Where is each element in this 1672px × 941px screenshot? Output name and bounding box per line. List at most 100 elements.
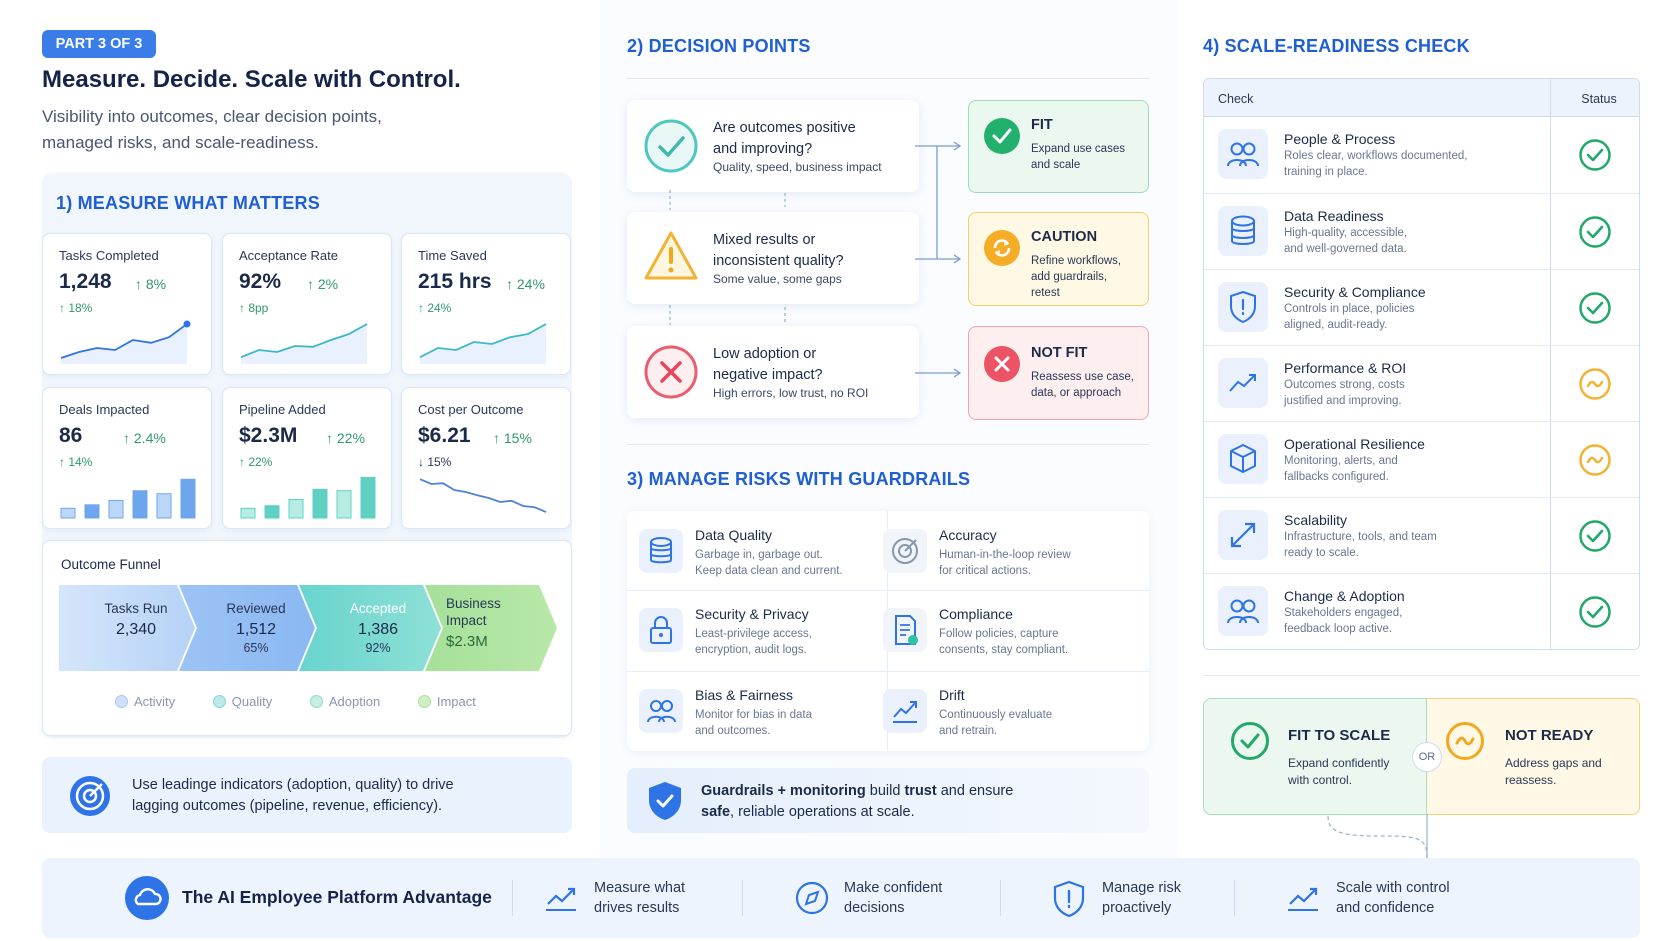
- spark-bar: [360, 477, 376, 519]
- funnel-stage-3-pct: 92%: [365, 641, 391, 655]
- trend-icon: [546, 887, 576, 911]
- risk-item: Compliance Follow policies, capture consen…: [871, 590, 1111, 664]
- readiness-section-title: 4) SCALE-READINESS CHECK: [1203, 36, 1470, 56]
- metric-value: 215 hrs: [418, 270, 492, 293]
- metric-change: ↑ 18%: [59, 301, 93, 315]
- spark-line: [419, 478, 547, 513]
- outcome-notfit-card: NOT FIT Reassess use case, data, or appro…: [968, 326, 1149, 420]
- metric-value: 92%: [239, 270, 282, 293]
- sparkline-chart: [60, 320, 191, 364]
- readiness-row: Security & Compliance Controls in place, …: [1204, 269, 1639, 345]
- spark-bar: [336, 490, 352, 519]
- spark-bar: [288, 499, 304, 519]
- spark-area: [61, 324, 187, 364]
- readiness-row-description: Infrastructure, tools, and team ready to …: [1284, 531, 1437, 559]
- metric-card: Cost per Outcome $6.21 ↑ 15% ↓ 15%: [401, 387, 571, 529]
- metric-label: Acceptance Rate: [239, 248, 339, 263]
- trend-icon: [1218, 358, 1268, 408]
- readiness-table-header: [1204, 79, 1639, 117]
- database-icon: [639, 529, 683, 573]
- metric-card: Deals Impacted 86 ↑ 2.4% ↑ 14%: [42, 387, 212, 529]
- spark-line: [419, 323, 547, 359]
- risk-item: Accuracy Human-in-the-loop review for crit…: [871, 511, 1111, 585]
- error-circle-icon: [644, 345, 698, 399]
- decision-connectors: [669, 141, 962, 378]
- trend-icon: [883, 689, 927, 733]
- spark-area: [420, 324, 546, 364]
- sparkline-chart: [240, 477, 376, 519]
- readiness-row: Data Readiness High-quality, accessible, a…: [1204, 193, 1639, 269]
- funnel-stage-accepted: [299, 585, 441, 671]
- metric-delta: ↑ 15%: [493, 430, 532, 446]
- spark-line: [60, 323, 188, 359]
- metric-label: Pipeline Added: [239, 402, 326, 417]
- funnel-stage-2-name: Reviewed: [226, 601, 286, 616]
- readiness-row-description: Controls in place, policies aligned, audi…: [1284, 303, 1415, 331]
- fit-connector: [1327, 814, 1428, 859]
- risks-section-title: 3) MANAGE RISKS WITH GUARDRAILS: [627, 469, 971, 489]
- funnel-stage-tasks-run: [59, 585, 195, 671]
- metric-value: 86: [59, 424, 83, 447]
- risk-item: Drift Continuously evaluate and retrain.: [871, 671, 1111, 745]
- page-subtitle: Visibility into outcomes, clear decision…: [42, 107, 382, 152]
- readiness-row-title: Data Readiness: [1284, 208, 1384, 224]
- metric-label: Cost per Outcome: [418, 402, 524, 417]
- spark-bar: [240, 507, 256, 519]
- shield-check-icon: [649, 782, 681, 820]
- metric-delta: ↑ 22%: [326, 430, 365, 446]
- funnel-stage-business-impact: [425, 585, 557, 671]
- sparkline-chart: [419, 478, 547, 513]
- footer-brand: The AI Employee Platform Advantage: [182, 887, 492, 907]
- risk-title: Bias & Fairness: [695, 687, 794, 703]
- metric-change: ↑ 8pp: [239, 301, 269, 315]
- readiness-row-title: Operational Resilience: [1284, 436, 1425, 452]
- or-badge: OR: [1412, 742, 1442, 772]
- sparkline-chart: [60, 478, 196, 519]
- outcome-funnel-card: Outcome Funnel Tasks Run 2,340 Reviewed …: [42, 540, 572, 736]
- trend-icon: [1288, 887, 1318, 911]
- readiness-row-title: Scalability: [1284, 512, 1348, 528]
- part-badge: PART 3 OF 3: [42, 30, 156, 58]
- metric-delta: ↑ 8%: [135, 276, 167, 292]
- database-icon: [1218, 206, 1268, 256]
- column-header-check: Check: [1218, 92, 1254, 106]
- metric-change: ↑ 24%: [418, 301, 452, 315]
- refresh-icon: [984, 230, 1020, 266]
- check-circle-icon: [1578, 138, 1612, 177]
- risk-title: Security & Privacy: [695, 606, 809, 622]
- metric-value: $2.3M: [239, 424, 298, 447]
- target-icon: [70, 776, 110, 816]
- spark-bar: [312, 488, 328, 519]
- spark-bar: [180, 478, 196, 519]
- readiness-row-description: Outcomes strong, costs justified and impr…: [1284, 379, 1405, 407]
- metric-value: 1,248: [59, 270, 112, 293]
- readiness-row: Performance & ROI Outcomes strong, costs j…: [1204, 345, 1639, 421]
- partial-status-icon: [1578, 367, 1612, 406]
- sparkline-chart: [240, 323, 368, 364]
- readiness-row-description: Roles clear, workflows documented, traini…: [1284, 150, 1468, 178]
- question-card-low: Low adoption or negative impact? High err…: [627, 326, 919, 418]
- question-card-positive: Are outcomes positive and improving? Qual…: [627, 100, 919, 192]
- funnel-stage-4-name: Business Impact: [446, 596, 501, 628]
- partial-status-icon: [1446, 722, 1484, 760]
- cube-icon: [1218, 434, 1268, 484]
- readiness-row: Operational Resilience Monitoring, alerts…: [1204, 421, 1639, 497]
- metric-change: ↓ 15%: [418, 455, 452, 469]
- page-title: Measure. Decide. Scale with Control.: [42, 66, 461, 93]
- readiness-row: People & Process Roles clear, workflows d…: [1204, 117, 1639, 193]
- check-circle-icon: [1578, 215, 1612, 254]
- spark-bar: [84, 504, 100, 519]
- people-icon: [1218, 586, 1268, 636]
- metric-delta: ↑ 24%: [506, 276, 545, 292]
- people-icon: [639, 689, 683, 733]
- check-circle-icon: [1578, 519, 1612, 558]
- spark-bar: [156, 493, 172, 519]
- funnel-stage-1-value: 2,340: [115, 621, 157, 638]
- cloud-icon: [125, 876, 169, 920]
- fit-to-scale-card: FIT TO SCALE Expand confidently with cont…: [1203, 698, 1427, 815]
- spark-bar: [132, 490, 148, 519]
- metric-card: Tasks Completed 1,248 ↑ 8% ↑ 18%: [42, 233, 212, 375]
- funnel-stage-1-name: Tasks Run: [104, 601, 168, 616]
- check-circle-icon: [1578, 595, 1612, 634]
- partial-status-icon: [1578, 443, 1612, 482]
